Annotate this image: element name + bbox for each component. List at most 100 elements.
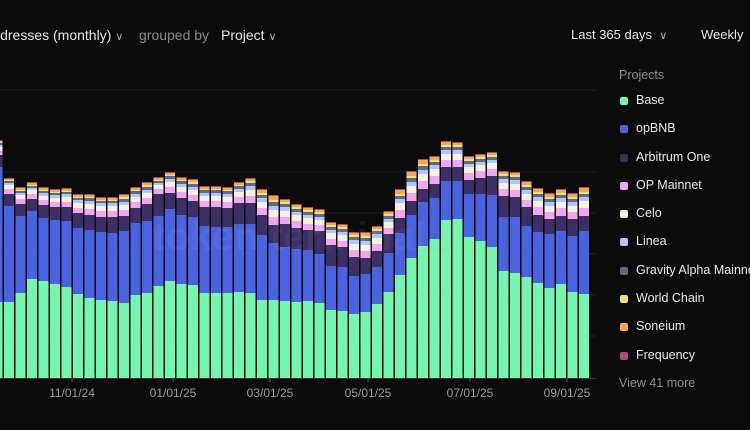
- bar-segment-arbitrum-one[interactable]: [544, 219, 555, 234]
- bar-segment-op-mainnet[interactable]: [0, 151, 3, 155]
- bar-segment-linea[interactable]: [38, 193, 49, 196]
- bar-segment-world-chain[interactable]: [556, 193, 566, 195]
- bar-segment-world-chain[interactable]: [303, 210, 313, 212]
- bar-segment-world-chain[interactable]: [383, 214, 394, 216]
- bar-segment-opbnb[interactable]: [464, 194, 474, 237]
- bar-segment-soneium[interactable]: [303, 208, 313, 210]
- bar-segment-celo[interactable]: [268, 210, 279, 217]
- bar-segment-linea[interactable]: [153, 183, 164, 185]
- bar-segment-op-mainnet[interactable]: [130, 202, 141, 208]
- bar-segment-opbnb[interactable]: [314, 254, 325, 303]
- bar-segment-opbnb[interactable]: [349, 276, 359, 314]
- bar-segment-arbitrum-one[interactable]: [303, 230, 313, 250]
- legend-item[interactable]: OP Mainnet: [619, 178, 750, 206]
- bar-segment-celo[interactable]: [521, 194, 532, 200]
- bar-segment-opbnb[interactable]: [257, 235, 267, 300]
- bar-segment-gravity-alpha-mainnet[interactable]: [383, 216, 394, 219]
- bar-segment-base[interactable]: [119, 303, 129, 378]
- bar-segment-soneium[interactable]: [337, 225, 348, 227]
- bar-segment-gravity-alpha-mainnet[interactable]: [15, 191, 26, 193]
- bar-segment-opbnb[interactable]: [15, 216, 26, 293]
- bar-segment-gravity-alpha-mainnet[interactable]: [360, 238, 371, 241]
- bar-segment-op-mainnet[interactable]: [475, 171, 486, 178]
- bar-segment-op-mainnet[interactable]: [418, 181, 428, 189]
- bar-segment-arbitrum-one[interactable]: [510, 197, 520, 217]
- bar-segment-world-chain[interactable]: [15, 190, 26, 191]
- bar-segment-frequency[interactable]: [96, 197, 106, 198]
- bar-segment-arbitrum-one[interactable]: [84, 215, 95, 230]
- bar-segment-base[interactable]: [360, 312, 371, 378]
- bar-segment-arbitrum-one[interactable]: [521, 207, 532, 226]
- bar-segment-frequency[interactable]: [0, 140, 3, 141]
- bar-segment-celo[interactable]: [4, 185, 14, 189]
- bar-segment-arbitrum-one[interactable]: [61, 207, 72, 221]
- bar-segment-linea[interactable]: [291, 212, 302, 215]
- bar-segment-linea[interactable]: [280, 207, 290, 211]
- bar-segment-celo[interactable]: [579, 201, 589, 208]
- bar-segment-arbitrum-one[interactable]: [165, 193, 175, 209]
- bar-segment-op-mainnet[interactable]: [372, 244, 382, 251]
- bar-segment-base[interactable]: [107, 301, 118, 378]
- bar-segment-op-mainnet[interactable]: [326, 239, 336, 245]
- bar-segment-arbitrum-one[interactable]: [429, 184, 440, 198]
- bar-segment-gravity-alpha-mainnet[interactable]: [234, 186, 244, 189]
- bar-segment-opbnb[interactable]: [268, 243, 279, 300]
- bar-segment-world-chain[interactable]: [119, 197, 129, 199]
- bar-segment-gravity-alpha-mainnet[interactable]: [349, 237, 359, 240]
- bar-segment-world-chain[interactable]: [360, 236, 371, 238]
- bar-segment-frequency[interactable]: [429, 156, 440, 157]
- bar-segment-soneium[interactable]: [73, 195, 83, 197]
- bar-segment-soneium[interactable]: [395, 190, 405, 194]
- bar-segment-gravity-alpha-mainnet[interactable]: [441, 147, 451, 150]
- bar-segment-base[interactable]: [337, 311, 348, 378]
- bar-segment-linea[interactable]: [406, 182, 417, 186]
- bar-segment-arbitrum-one[interactable]: [452, 167, 463, 181]
- bar-segment-frequency[interactable]: [383, 211, 394, 212]
- bar-segment-gravity-alpha-mainnet[interactable]: [533, 194, 543, 197]
- bar-segment-frequency[interactable]: [50, 189, 60, 190]
- bar-segment-soneium[interactable]: [38, 188, 49, 190]
- bar-segment-frequency[interactable]: [199, 186, 210, 187]
- bar-segment-arbitrum-one[interactable]: [372, 251, 382, 267]
- group-selector[interactable]: Project ∨: [221, 27, 277, 43]
- bar-segment-op-mainnet[interactable]: [245, 196, 256, 203]
- bar-segment-linea[interactable]: [61, 194, 72, 197]
- bar-segment-base[interactable]: [142, 293, 152, 378]
- bar-segment-arbitrum-one[interactable]: [107, 217, 118, 233]
- bar-segment-world-chain[interactable]: [268, 200, 279, 202]
- bar-segment-base[interactable]: [441, 220, 451, 378]
- bar-segment-base[interactable]: [464, 237, 474, 378]
- bar-segment-linea[interactable]: [360, 241, 371, 245]
- bar-segment-opbnb[interactable]: [510, 217, 520, 273]
- bar-segment-base[interactable]: [199, 293, 210, 378]
- bar-segment-celo[interactable]: [0, 147, 3, 151]
- bar-segment-soneium[interactable]: [0, 141, 3, 142]
- bar-segment-op-mainnet[interactable]: [579, 208, 589, 216]
- bar-segment-arbitrum-one[interactable]: [383, 234, 394, 253]
- bar-segment-base[interactable]: [165, 281, 175, 378]
- bar-segment-celo[interactable]: [84, 204, 95, 209]
- bar-segment-base[interactable]: [544, 288, 555, 378]
- bar-segment-celo[interactable]: [510, 184, 520, 190]
- bar-segment-linea[interactable]: [119, 202, 129, 205]
- bar-segment-opbnb[interactable]: [142, 221, 152, 293]
- bar-segment-opbnb[interactable]: [383, 253, 394, 292]
- bar-segment-op-mainnet[interactable]: [441, 160, 451, 167]
- bar-segment-gravity-alpha-mainnet[interactable]: [130, 191, 141, 194]
- bar-segment-soneium[interactable]: [107, 198, 118, 200]
- bar-segment-gravity-alpha-mainnet[interactable]: [579, 194, 589, 197]
- bar-segment-gravity-alpha-mainnet[interactable]: [142, 187, 152, 190]
- bar-segment-gravity-alpha-mainnet[interactable]: [395, 196, 405, 199]
- bar-segment-opbnb[interactable]: [395, 233, 405, 275]
- bar-segment-gravity-alpha-mainnet[interactable]: [153, 181, 164, 183]
- bar-segment-frequency[interactable]: [61, 188, 72, 189]
- bar-segment-linea[interactable]: [464, 164, 474, 167]
- bar-segment-opbnb[interactable]: [498, 217, 509, 271]
- bar-segment-world-chain[interactable]: [579, 192, 589, 194]
- bar-segment-arbitrum-one[interactable]: [314, 231, 325, 254]
- bar-segment-opbnb[interactable]: [487, 195, 497, 247]
- bar-segment-op-mainnet[interactable]: [211, 201, 221, 207]
- bar-segment-linea[interactable]: [372, 234, 382, 238]
- bar-segment-frequency[interactable]: [165, 172, 175, 173]
- bar-segment-gravity-alpha-mainnet[interactable]: [567, 199, 578, 202]
